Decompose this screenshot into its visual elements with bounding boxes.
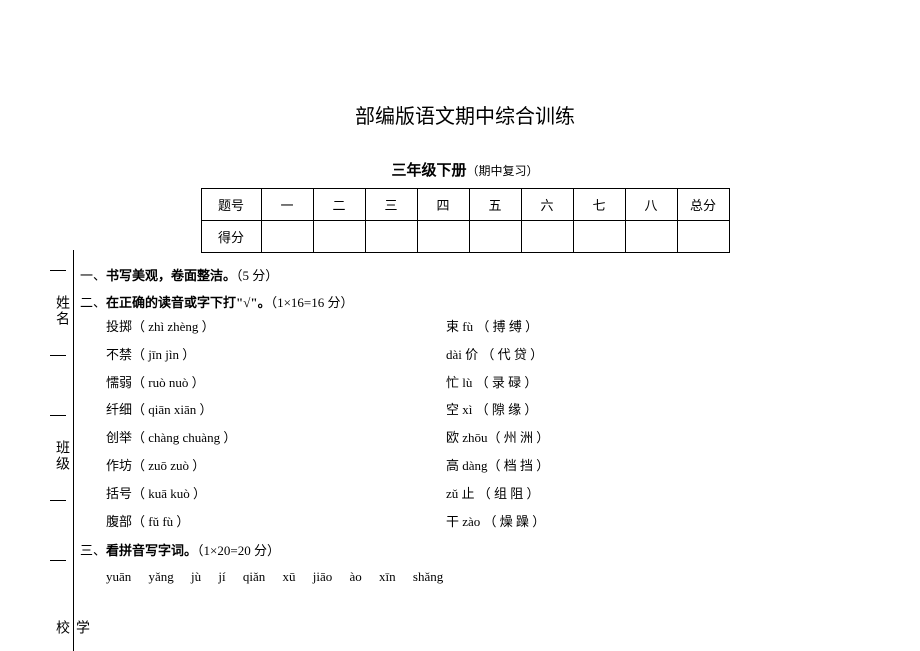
question-left: 腹部（ fǔ fù ） bbox=[106, 512, 446, 533]
score-cell bbox=[469, 221, 521, 253]
section-note: （1×16=16 分） bbox=[271, 295, 354, 310]
question-left: 创举（ chàng chuàng ） bbox=[106, 428, 446, 449]
question-left: 括号（ kuā kuò ） bbox=[106, 484, 446, 505]
section-num: 二、 bbox=[80, 295, 106, 310]
sidebar-divider-line bbox=[73, 250, 74, 651]
question-right: 束 fù （ 搏 缚 ） bbox=[446, 317, 850, 338]
question-3-pinyin: yuān yǎng jù jí qiǎn xū jiāo ào xīn shǎn… bbox=[106, 565, 850, 588]
score-cell bbox=[677, 221, 729, 253]
subtitle-note: （期中复习） bbox=[467, 164, 539, 178]
question-left: 纤细（ qiān xiān ） bbox=[106, 400, 446, 421]
sidebar-underline bbox=[50, 415, 66, 416]
sidebar-underline bbox=[50, 270, 66, 271]
section-title: 看拼音写字词。 bbox=[106, 543, 197, 558]
score-table: 题号一二三四五六七八总分 得分 bbox=[201, 188, 730, 253]
question-right: zǔ 止 （ 组 阻 ） bbox=[446, 484, 850, 505]
question-2-items: 投掷（ zhì zhèng ）束 fù （ 搏 缚 ）不禁（ jīn jìn ）… bbox=[106, 317, 850, 532]
section-1: 一、书写美观，卷面整洁。（5 分） bbox=[80, 265, 850, 284]
sidebar-label: 姓名 bbox=[51, 295, 71, 327]
section-2: 二、在正确的读音或字下打"√"。（1×16=16 分） bbox=[80, 292, 850, 311]
score-cell: 六 bbox=[521, 189, 573, 221]
sidebar-underline bbox=[50, 560, 66, 561]
sidebar-underline bbox=[50, 500, 66, 501]
question-right: 忙 lù （ 录 碌 ） bbox=[446, 373, 850, 394]
score-cell: 三 bbox=[365, 189, 417, 221]
score-cell: 题号 bbox=[201, 189, 261, 221]
score-cell bbox=[417, 221, 469, 253]
doc-title: 部编版语文期中综合训练 bbox=[80, 100, 850, 129]
score-cell bbox=[573, 221, 625, 253]
score-cell bbox=[521, 221, 573, 253]
score-cell: 八 bbox=[625, 189, 677, 221]
question-row: 作坊（ zuō zuò ）高 dàng（ 档 挡 ） bbox=[106, 456, 850, 477]
score-cell bbox=[261, 221, 313, 253]
section-note: （5 分） bbox=[236, 268, 278, 283]
score-header-row: 题号一二三四五六七八总分 bbox=[201, 189, 729, 221]
sidebar-label: 班级 bbox=[51, 440, 71, 472]
section-3: 三、看拼音写字词。（1×20=20 分） bbox=[80, 540, 850, 559]
score-cell bbox=[625, 221, 677, 253]
question-row: 不禁（ jīn jìn ）dài 价 （ 代 贷 ） bbox=[106, 345, 850, 366]
section-num: 三、 bbox=[80, 543, 106, 558]
score-value-row: 得分 bbox=[201, 221, 729, 253]
score-cell: 得分 bbox=[201, 221, 261, 253]
question-row: 括号（ kuā kuò ）zǔ 止 （ 组 阻 ） bbox=[106, 484, 850, 505]
question-row: 投掷（ zhì zhèng ）束 fù （ 搏 缚 ） bbox=[106, 317, 850, 338]
score-cell: 七 bbox=[573, 189, 625, 221]
score-cell bbox=[313, 221, 365, 253]
question-right: 干 zào （ 燥 躁 ） bbox=[446, 512, 850, 533]
score-cell: 总分 bbox=[677, 189, 729, 221]
section-title: 书写美观，卷面整洁。 bbox=[106, 268, 236, 283]
question-left: 懦弱（ ruò nuò ） bbox=[106, 373, 446, 394]
question-row: 纤细（ qiān xiān ）空 xì （ 隙 缘 ） bbox=[106, 400, 850, 421]
section-num: 一、 bbox=[80, 268, 106, 283]
score-cell: 五 bbox=[469, 189, 521, 221]
question-right: 高 dàng（ 档 挡 ） bbox=[446, 456, 850, 477]
score-cell bbox=[365, 221, 417, 253]
question-right: dài 价 （ 代 贷 ） bbox=[446, 345, 850, 366]
question-left: 投掷（ zhì zhèng ） bbox=[106, 317, 446, 338]
section-title: 在正确的读音或字下打"√"。 bbox=[106, 295, 271, 310]
sidebar-underline bbox=[50, 355, 66, 356]
doc-subtitle: 三年级下册（期中复习） bbox=[80, 159, 850, 180]
question-right: 欧 zhōu（ 州 洲 ） bbox=[446, 428, 850, 449]
score-cell: 二 bbox=[313, 189, 365, 221]
section-note: （1×20=20 分） bbox=[197, 543, 280, 558]
sidebar-label: 学校 bbox=[51, 620, 91, 651]
score-cell: 一 bbox=[261, 189, 313, 221]
subtitle-grade: 三年级下册 bbox=[391, 163, 466, 179]
question-left: 不禁（ jīn jìn ） bbox=[106, 345, 446, 366]
question-left: 作坊（ zuō zuò ） bbox=[106, 456, 446, 477]
question-right: 空 xì （ 隙 缘 ） bbox=[446, 400, 850, 421]
question-row: 懦弱（ ruò nuò ）忙 lù （ 录 碌 ） bbox=[106, 373, 850, 394]
question-row: 腹部（ fǔ fù ）干 zào （ 燥 躁 ） bbox=[106, 512, 850, 533]
question-row: 创举（ chàng chuàng ）欧 zhōu（ 州 洲 ） bbox=[106, 428, 850, 449]
score-cell: 四 bbox=[417, 189, 469, 221]
